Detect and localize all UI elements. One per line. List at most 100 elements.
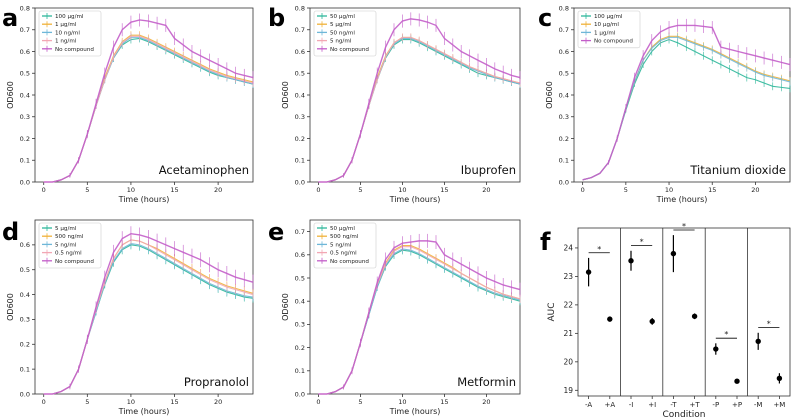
legend-entry: 1 µg/ml [594,30,616,36]
series-line [318,248,521,395]
y-tick-label: 0.4 [295,91,305,99]
data-point [607,316,613,322]
series-line [318,38,521,183]
x-tick-label: 0 [42,398,46,406]
legend-entry: 50 µg/ml [330,14,355,20]
panel-label-f: f [540,228,551,256]
x-tick-label: -I [629,401,634,409]
y-tick-label: 0.2 [295,135,305,143]
panel-label-a: a [2,4,18,32]
legend-entry: No compound [55,259,94,265]
y-tick-label: 0.2 [295,344,305,352]
data-point [649,318,655,325]
legend-entry: 10 µg/ml [594,22,619,28]
x-axis-label: Time (hours) [389,407,441,416]
y-tick-label: 0.6 [20,48,30,56]
x-axis-label: Time (hours) [118,195,170,204]
legend-box [313,222,377,269]
y-axis-label: OD600 [281,81,290,109]
y-tick-label: 0.2 [20,341,30,349]
y-tick-label: 20 [563,357,573,366]
legend-entry: 50 µg/ml [330,226,355,232]
x-tick-label: +P [732,401,742,409]
y-tick-label: 0.7 [559,26,569,34]
series-50-ng-ml [318,34,521,183]
series-no-compound [582,18,791,181]
y-axis-label: OD600 [6,293,15,321]
y-tick-label: 0.0 [20,390,30,398]
plot-frame [577,227,791,397]
y-tick-label: 0.1 [295,157,305,165]
x-tick-label: 5 [85,186,89,194]
y-tick-label: 0.2 [559,135,569,143]
panel-title: Ibuprofen [461,163,516,177]
legend-box [577,10,641,49]
series-line [43,37,254,183]
legend-entry: 5 ng/ml [330,242,352,248]
y-tick-label: 0.8 [20,4,30,12]
y-tick-label: 0.4 [20,291,30,299]
y-tick-label: 0.6 [295,251,305,259]
y-axis-label: OD600 [281,293,290,321]
legend: 50 µg/ml 5 µg/ml 50 ng/ml 5 ng/ml No compoun… [313,10,377,57]
y-tick-label: 0.3 [295,321,305,329]
y-tick-label: 0.4 [559,91,569,99]
legend-entry: 5 ng/ml [330,39,352,45]
data-point [585,269,592,275]
series-line [43,34,254,183]
legend-entry: 5 µg/ml [55,226,77,232]
y-tick-label: 0.1 [559,157,569,165]
panel-label-c: c [538,4,552,32]
x-tick-label: 5 [85,398,89,406]
series-line [43,232,254,395]
y-tick-label: 0.8 [295,4,305,12]
data-point [691,313,698,319]
x-tick-label: 5 [358,186,362,194]
plot-frame [34,219,254,395]
x-tick-label: 20 [482,186,490,194]
x-tick-label: 0 [316,186,320,194]
series-line [582,36,791,181]
panel-label-e: e [268,218,284,246]
x-tick-label: 20 [214,398,222,406]
series-no-compound [318,12,521,183]
series-no-compound [318,233,521,395]
x-tick-label: 15 [440,398,448,406]
y-tick-label: 0.3 [20,113,30,121]
series-line [318,18,521,183]
series-line [582,35,791,181]
series-line [318,36,521,183]
x-tick-label: -M [754,401,763,409]
legend: 100 µg/ml 10 µg/ml 1 µg/ml No compound [577,10,641,49]
series-line [318,249,521,395]
x-tick-label: 0 [316,398,320,406]
y-tick-label: 0.7 [20,26,30,34]
y-axis-label: OD600 [6,81,15,109]
panel-a: a 0.0 0.1 0.2 0.3 0.4 0.5 0.6 0.7 0.8 0 5 10 15 20 Time… [2,4,254,204]
legend-entry: No compound [330,47,369,53]
data-point [755,338,761,345]
legend-entry: 5 ng/ml [55,242,77,248]
y-tick-label: 0.6 [559,48,569,56]
y-tick-label: 0.3 [20,316,30,324]
data-point [670,250,677,257]
x-tick-label: 10 [665,186,673,194]
y-tick-label: 0.1 [295,367,305,375]
y-tick-label: 0.4 [20,91,30,99]
legend-box [38,222,102,269]
legend: 100 µg/ml 1 µg/ml 10 ng/ml 1 ng/ml No compou… [38,10,102,57]
legend-entry: 100 µg/ml [55,14,84,20]
x-tick-label: 15 [170,398,178,406]
y-tick-label: 0.0 [295,178,305,186]
series-line [582,38,791,181]
significance-label: * [724,330,728,339]
y-tick-label: 0.8 [559,4,569,12]
x-tick-label: +A [604,401,615,409]
legend-entry: 5 µg/ml [330,22,352,28]
series-no-compound [43,226,254,395]
significance-label: * [682,222,686,231]
series-line [318,240,521,395]
y-tick-label: 0.1 [20,365,30,373]
series-line [43,35,254,183]
y-tick-label: 0.7 [295,228,305,236]
